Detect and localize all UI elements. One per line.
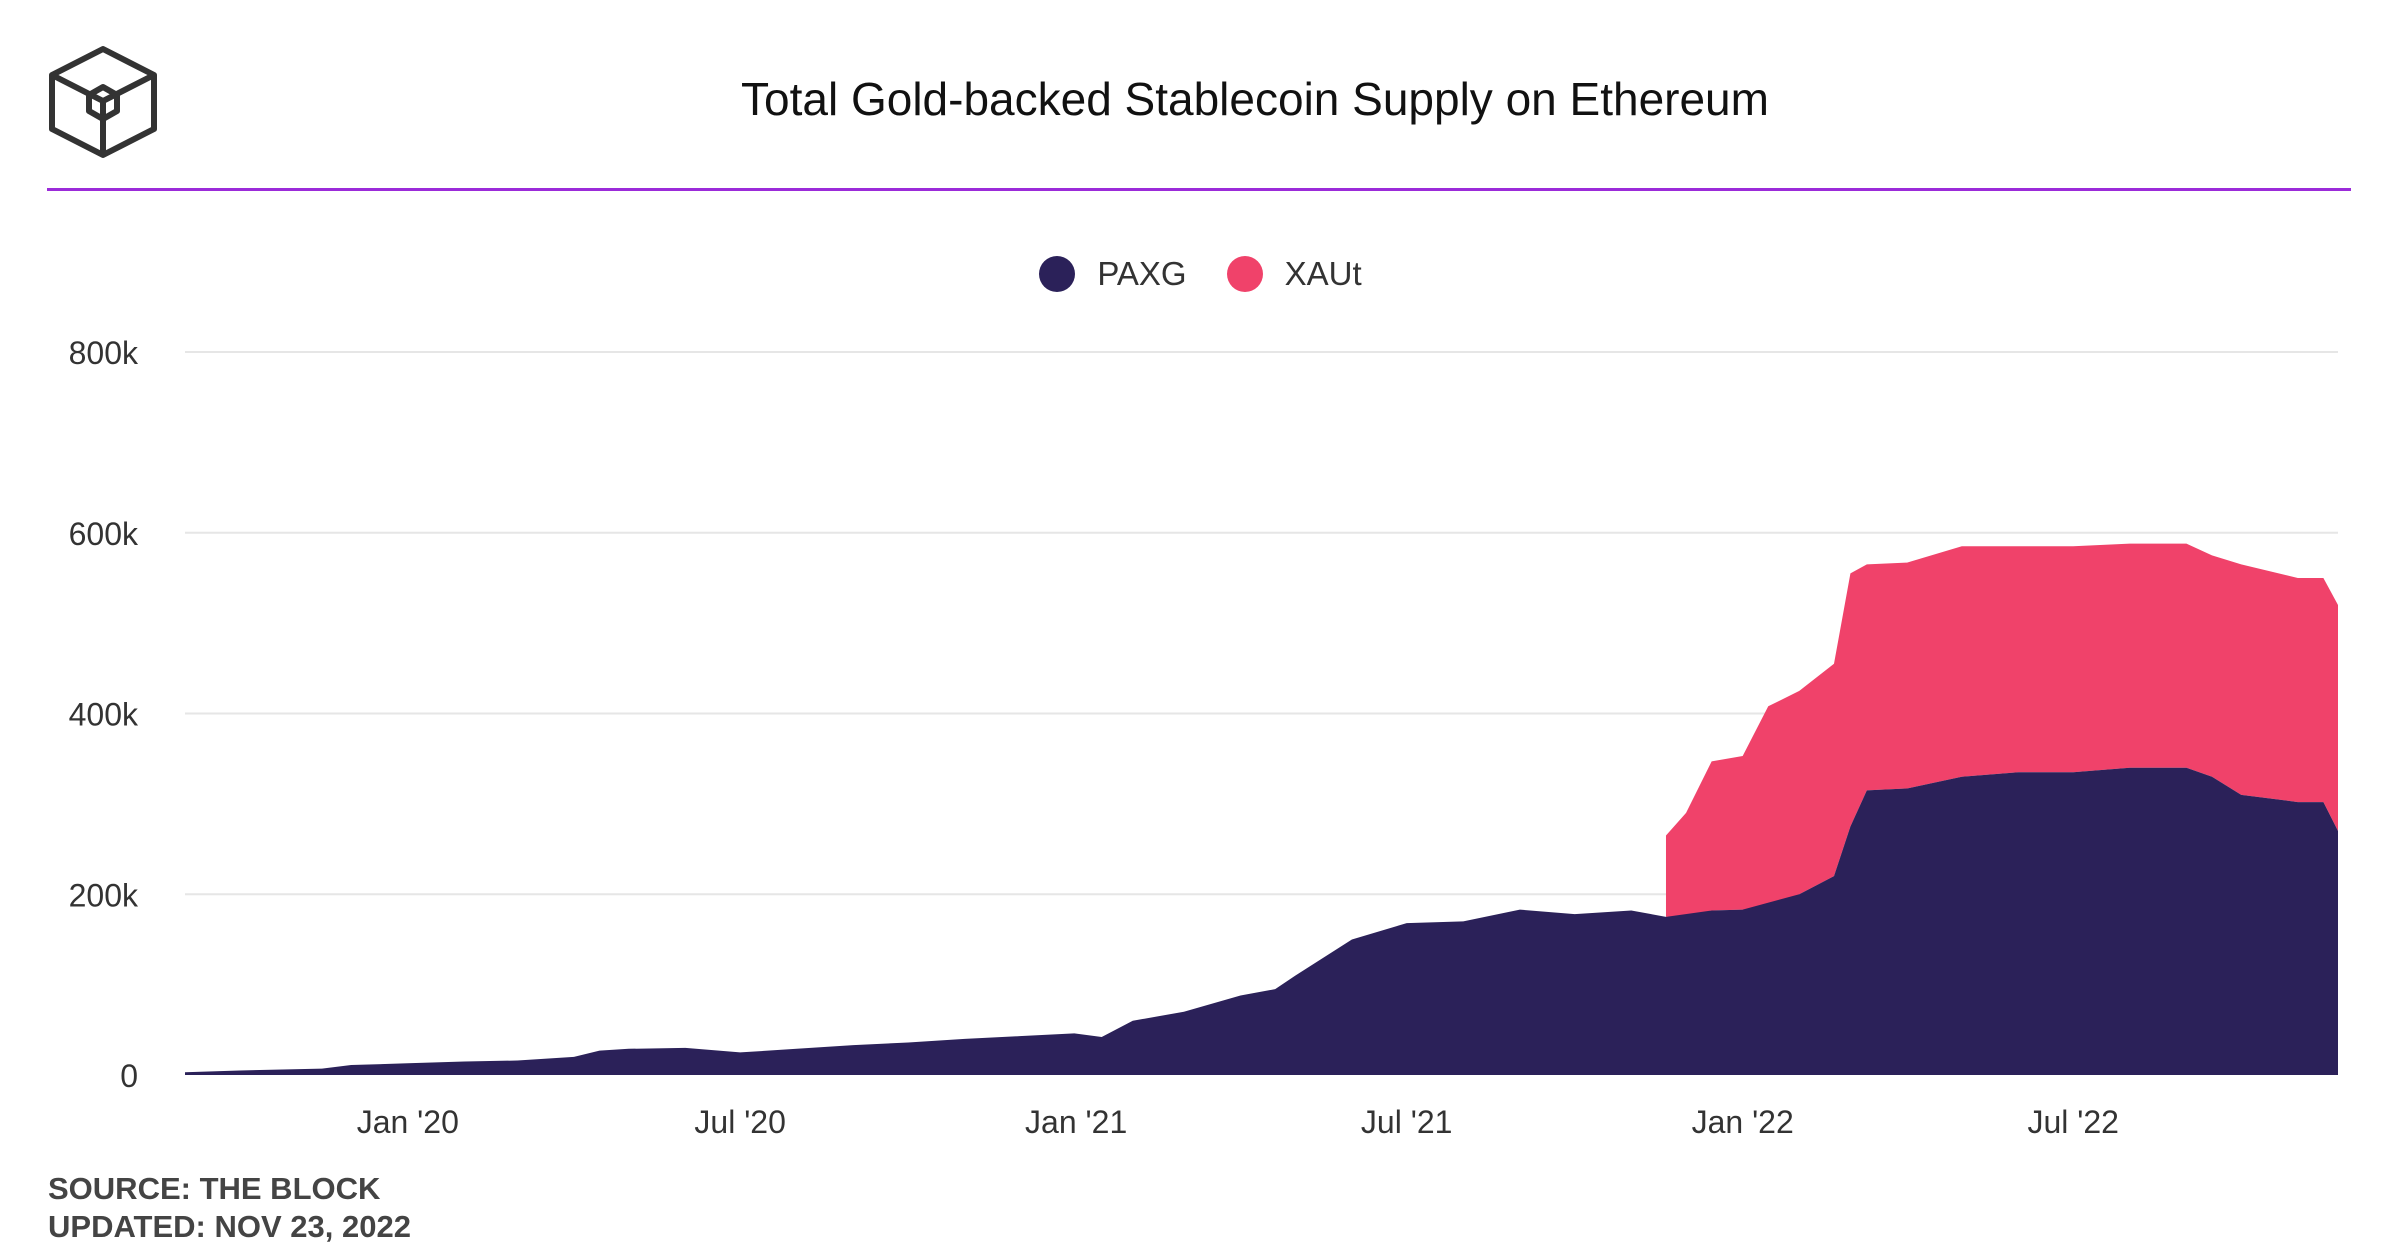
x-tick-label: Jul '20	[694, 1104, 786, 1140]
series-areas	[185, 543, 2338, 1075]
legend-item-paxg[interactable]: PAXG	[1039, 255, 1187, 293]
legend-item-xaut[interactable]: XAUt	[1226, 255, 1362, 293]
updated-label: UPDATED: NOV 23, 2022	[48, 1209, 411, 1244]
y-tick-label: 800k	[69, 335, 139, 371]
chart-header: Total Gold-backed Stablecoin Supply on E…	[0, 0, 2401, 191]
x-tick-label: Jan '21	[1025, 1104, 1127, 1140]
legend-label-xaut: XAUt	[1284, 255, 1362, 292]
y-tick-label: 400k	[69, 697, 139, 733]
legend-dot-paxg	[1039, 256, 1076, 292]
x-tick-label: Jul '21	[1361, 1104, 1453, 1140]
x-tick-label: Jan '20	[357, 1104, 459, 1140]
title-divider	[47, 188, 2351, 191]
area-xaut	[1665, 543, 2338, 917]
chart-title: Total Gold-backed Stablecoin Supply on E…	[741, 73, 1769, 125]
area-paxg	[185, 767, 2338, 1075]
source-label: SOURCE: THE BLOCK	[48, 1171, 381, 1206]
y-tick-label: 600k	[69, 516, 139, 552]
y-tick-label: 0	[120, 1058, 138, 1094]
chart-legend: PAXG XAUt	[0, 255, 2401, 293]
x-axis: Jan '20 Jul '20 Jan '21 Jul '21 Jan '22 Jul '…	[357, 1104, 2119, 1140]
legend-label-paxg: PAXG	[1097, 255, 1187, 292]
y-axis: 0 200k 400k 600k 800k	[69, 335, 139, 1094]
x-tick-label: Jul '22	[2027, 1104, 2119, 1140]
legend-dot-xaut	[1226, 256, 1263, 292]
y-tick-label: 200k	[69, 877, 139, 913]
the-block-logo-icon	[49, 46, 157, 158]
source-note: SOURCE: THE BLOCK UPDATED: NOV 23, 2022	[48, 1170, 411, 1246]
x-tick-label: Jan '22	[1692, 1104, 1794, 1140]
